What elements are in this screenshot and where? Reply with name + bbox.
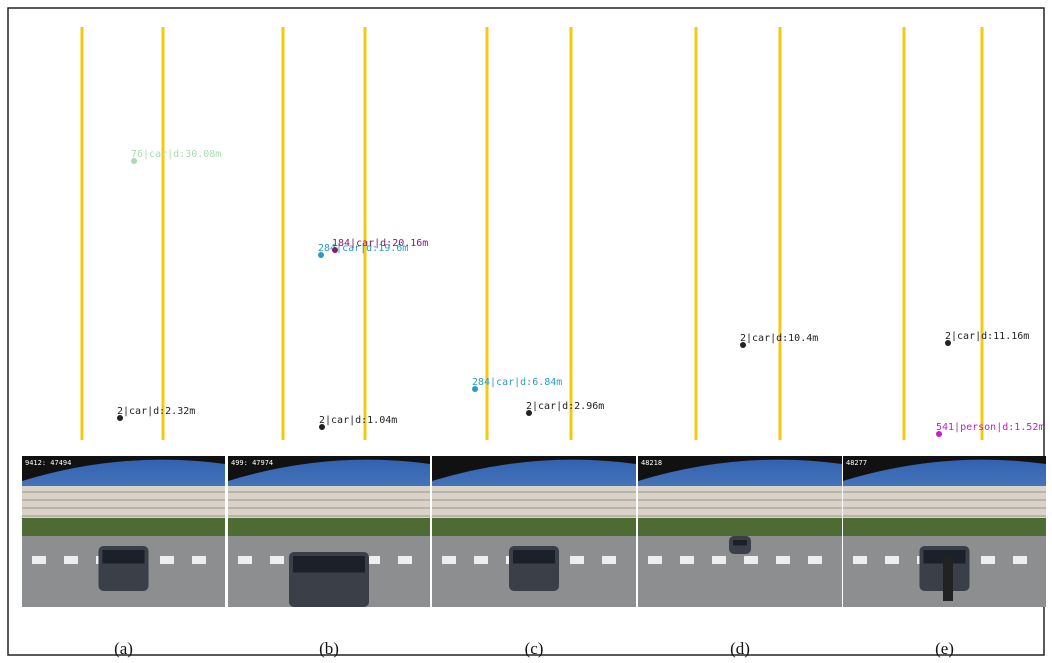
caption: (a)	[114, 639, 133, 658]
photo-trees	[843, 518, 1046, 536]
crosswalk-stripe	[570, 556, 584, 564]
detection-label: 76|car|d:30.08m	[131, 149, 221, 160]
photo-trees	[228, 518, 430, 536]
frame-number: 48218	[641, 459, 662, 467]
crosswalk-stripe	[744, 556, 758, 564]
detection-label: 541|person|d:1.52m	[936, 422, 1044, 433]
car-window	[293, 556, 365, 573]
crosswalk-stripe	[885, 556, 899, 564]
caption: (b)	[319, 639, 339, 658]
crosswalk-stripe	[808, 556, 822, 564]
detection-label: 2|car|d:2.32m	[117, 406, 195, 417]
caption: (d)	[730, 639, 750, 658]
detection-label: 2|car|d:1.04m	[319, 415, 397, 426]
crosswalk-stripe	[160, 556, 174, 564]
crosswalk-stripe	[680, 556, 694, 564]
photo-trees	[22, 518, 225, 536]
crosswalk-stripe	[602, 556, 616, 564]
crosswalk-stripe	[712, 556, 726, 564]
detection-label: 2|car|d:11.16m	[945, 331, 1029, 342]
photo-trees	[638, 518, 842, 536]
crosswalk-stripe	[853, 556, 867, 564]
crosswalk-stripe	[270, 556, 284, 564]
pedestrian	[943, 556, 953, 601]
crosswalk-stripe	[398, 556, 412, 564]
crosswalk-stripe	[238, 556, 252, 564]
crosswalk-stripe	[474, 556, 488, 564]
detection-label: 2|car|d:10.4m	[740, 333, 818, 344]
caption: (e)	[935, 639, 954, 658]
crosswalk-stripe	[64, 556, 78, 564]
photo-trees	[432, 518, 636, 536]
detection-label: 284|car|d:6.84m	[472, 377, 562, 388]
crosswalk-stripe	[981, 556, 995, 564]
car-window	[103, 550, 145, 564]
crosswalk-stripe	[32, 556, 46, 564]
crosswalk-stripe	[192, 556, 206, 564]
car-window	[733, 540, 747, 545]
crosswalk-stripe	[442, 556, 456, 564]
frame-number: 499: 47974	[231, 459, 273, 467]
crosswalk-stripe	[776, 556, 790, 564]
caption: (c)	[525, 639, 544, 658]
car-window	[513, 550, 555, 564]
frame-number: 9412: 47494	[25, 459, 71, 467]
crosswalk-stripe	[648, 556, 662, 564]
detection-label: 184|car|d:20.16m	[332, 238, 428, 249]
frame-number: 48277	[846, 459, 867, 467]
figure: 76|car|d:30.08m 2|car|d:2.32m 9412: 47494 (…	[0, 0, 1052, 663]
detection-label: 2|car|d:2.96m	[526, 401, 604, 412]
crosswalk-stripe	[1013, 556, 1027, 564]
